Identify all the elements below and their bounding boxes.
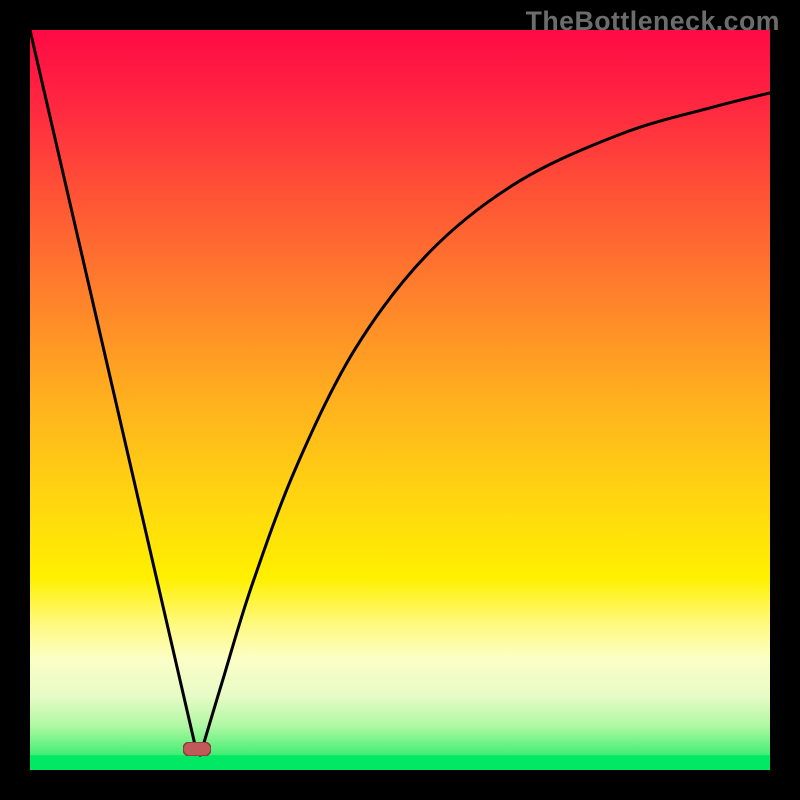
curve-left-branch [30,30,197,752]
watermark-text: TheBottleneck.com [526,6,780,37]
plot-area [30,30,770,770]
curve-layer [30,30,770,770]
gradient-background [30,30,770,770]
min-marker [183,742,211,756]
curve-right-branch [200,93,770,755]
bottom-green-band [30,755,770,770]
chart-stage: TheBottleneck.com [0,0,800,800]
